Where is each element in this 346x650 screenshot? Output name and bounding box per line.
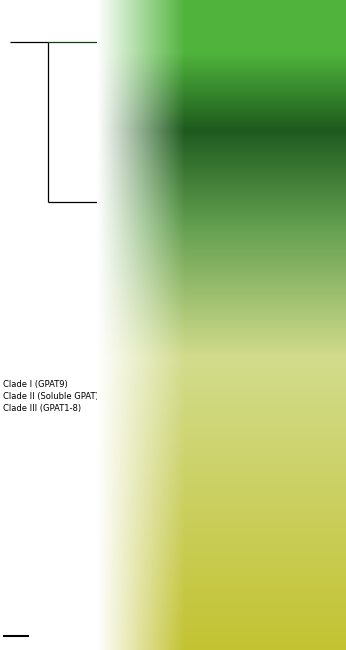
Text: Clade I: Clade I bbox=[183, 37, 219, 47]
Text: 1: 1 bbox=[261, 298, 267, 307]
Text: 1: 1 bbox=[306, 38, 312, 47]
Text: 1: 1 bbox=[306, 96, 312, 105]
Text: Clade II: Clade II bbox=[188, 96, 227, 106]
Text: Clade I (GPAT9)
Clade II (Soluble GPAT)
Clade III (GPAT1-8): Clade I (GPAT9) Clade II (Soluble GPAT) … bbox=[3, 380, 99, 413]
Text: Clade III: Clade III bbox=[186, 297, 229, 307]
